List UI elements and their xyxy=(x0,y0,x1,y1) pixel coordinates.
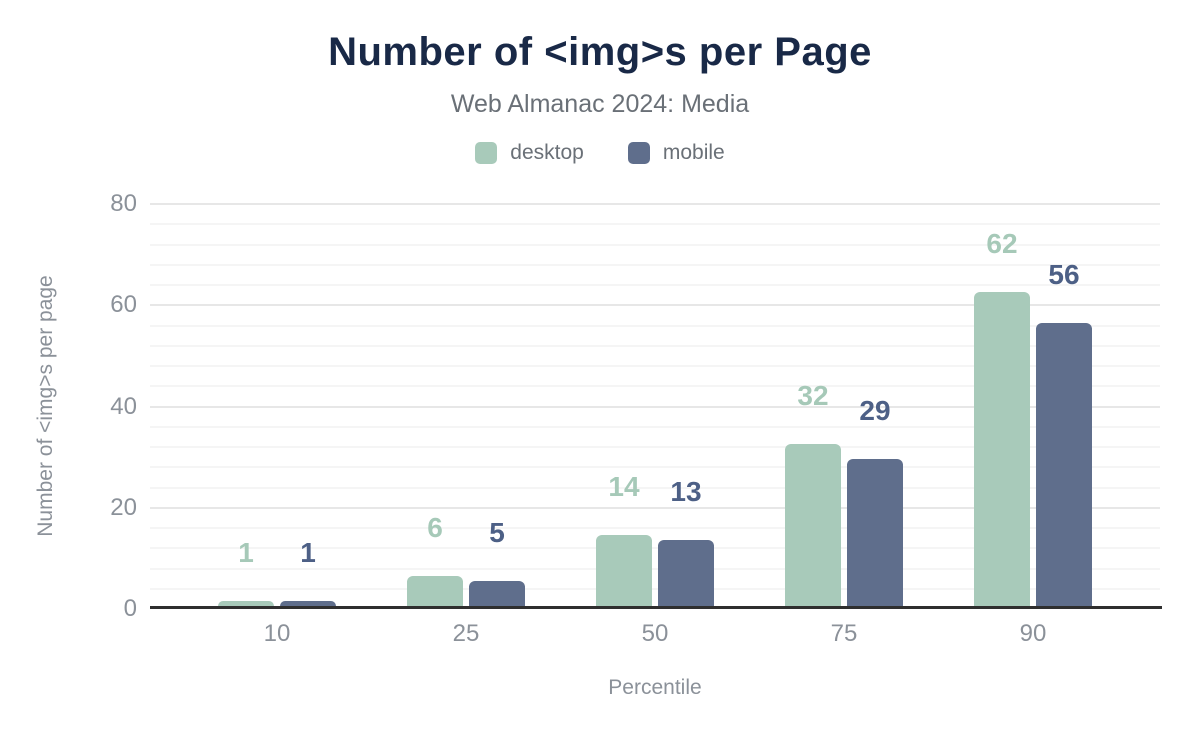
y-tick-label: 40 xyxy=(110,392,137,420)
value-label-desktop-p10: 1 xyxy=(238,536,254,568)
bar-mobile-p75 xyxy=(847,459,903,606)
x-tick-label: 75 xyxy=(830,620,858,647)
value-label-desktop-p75: 32 xyxy=(797,380,829,411)
bar-mobile-p90 xyxy=(1036,322,1092,606)
x-tick-label: 50 xyxy=(641,620,669,647)
y-axis-title: Number of <img>s per page xyxy=(34,275,57,537)
major-gridline xyxy=(150,203,1160,205)
chart-subtitle: Web Almanac 2024: Media xyxy=(450,90,750,118)
legend-item-mobile[interactable]: mobile xyxy=(627,141,725,165)
value-label-mobile-p25: 5 xyxy=(489,516,505,548)
x-tick-label: 90 xyxy=(1019,620,1047,647)
minor-gridline xyxy=(150,587,1160,590)
minor-gridline xyxy=(150,344,1160,347)
legend: desktop mobile xyxy=(0,141,1200,165)
x-tick-label: 10 xyxy=(263,620,291,647)
major-gridline xyxy=(150,405,1160,408)
minor-gridline xyxy=(150,243,1160,246)
y-tick-label: 20 xyxy=(110,493,137,521)
x-axis-title: Percentile xyxy=(608,676,702,699)
bar-mobile-p10 xyxy=(280,600,336,606)
minor-gridline xyxy=(150,486,1160,489)
plot-area: 1 1 6 5 14 13 32 29 62 56 xyxy=(150,203,1162,609)
minor-gridline xyxy=(150,446,1160,448)
chart-title: Number of <img>s per Page xyxy=(328,30,872,74)
legend-label-desktop: desktop xyxy=(510,141,584,164)
y-tick-label: 60 xyxy=(110,291,137,319)
bar-desktop-p10 xyxy=(218,600,274,606)
bar-desktop-p90 xyxy=(974,292,1030,606)
x-tick-label: 25 xyxy=(452,620,480,647)
x-axis-tick-labels: 10 25 50 75 90 xyxy=(150,620,1160,650)
value-label-mobile-p75: 29 xyxy=(859,395,891,427)
minor-gridline xyxy=(150,425,1160,428)
minor-gridline xyxy=(150,324,1160,327)
bar-desktop-p25 xyxy=(407,575,463,606)
x-axis-line xyxy=(150,606,1162,609)
minor-gridline xyxy=(150,527,1160,529)
minor-gridline xyxy=(150,547,1160,550)
minor-gridline xyxy=(150,223,1160,226)
value-label-mobile-p90: 56 xyxy=(1048,258,1080,290)
y-tick-label: 0 xyxy=(123,595,137,622)
bar-desktop-p75 xyxy=(785,444,841,606)
bar-mobile-p25 xyxy=(469,580,525,606)
y-tick-label: 80 xyxy=(110,190,137,217)
value-label-desktop-p90: 62 xyxy=(986,228,1018,260)
bar-desktop-p50 xyxy=(596,535,652,606)
y-axis-tick-labels: 0 20 40 60 80 xyxy=(85,191,137,622)
value-label-mobile-p50: 13 xyxy=(670,476,702,508)
major-gridline xyxy=(150,506,1160,509)
desktop-series-swatch xyxy=(475,142,498,164)
mobile-series-swatch xyxy=(627,142,650,164)
minor-gridline xyxy=(150,567,1160,570)
minor-gridline xyxy=(150,365,1160,367)
major-gridline xyxy=(150,304,1160,307)
legend-label-mobile: mobile xyxy=(662,141,725,164)
minor-gridline xyxy=(150,263,1160,266)
minor-gridline xyxy=(150,284,1160,286)
value-label-mobile-p10: 1 xyxy=(300,536,316,568)
legend-item-desktop[interactable]: desktop xyxy=(475,141,584,165)
value-label-desktop-p25: 6 xyxy=(427,511,443,543)
value-label-desktop-p50: 14 xyxy=(608,471,640,503)
bar-mobile-p50 xyxy=(658,540,714,606)
minor-gridline xyxy=(150,385,1160,388)
minor-gridline xyxy=(150,466,1160,469)
